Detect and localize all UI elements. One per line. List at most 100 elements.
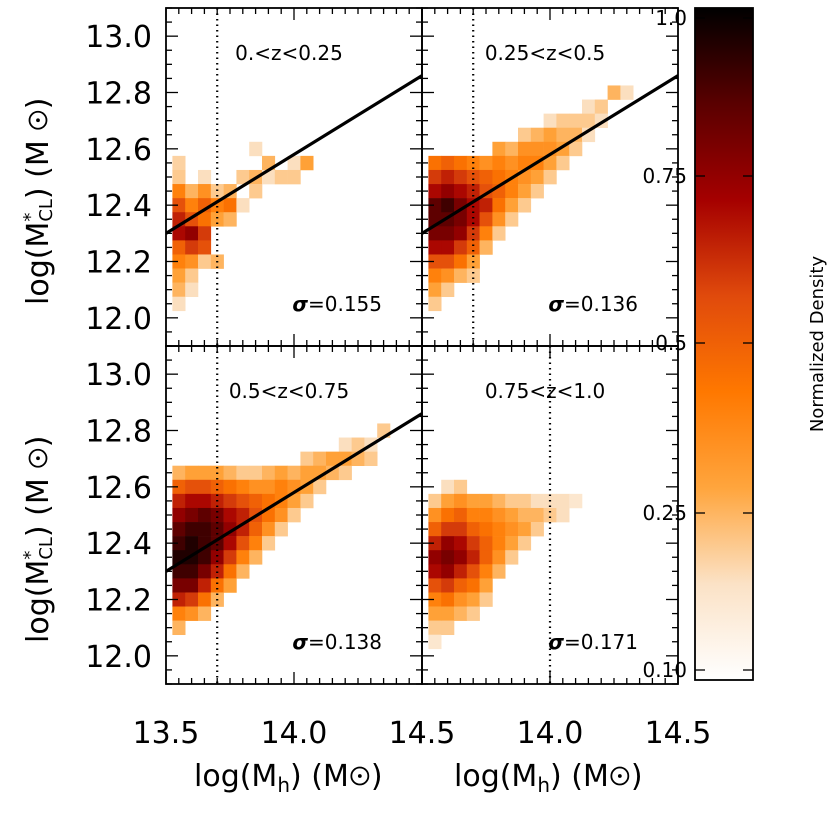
heatmap-cell (428, 240, 442, 255)
colorbar: 0.10 0.25 0.5 0.75 1.0 Normalized Density (642, 6, 828, 682)
heatmap-cell (466, 550, 480, 565)
y-tick-label: 12.2 (85, 246, 152, 281)
heatmap-cell (466, 198, 480, 213)
heatmap-cell (441, 282, 455, 298)
heatmap-cell (518, 493, 532, 509)
heatmap-cell (466, 592, 480, 607)
y-axis-title: log(M*CL) (M) (20, 98, 57, 305)
heatmap-cell (210, 536, 224, 551)
heatmap-cell (492, 564, 506, 579)
heatmap-cell (492, 507, 506, 523)
heatmap-cell (428, 282, 442, 298)
heatmap-cell (454, 169, 468, 185)
heatmap-cell (185, 184, 199, 199)
heatmap-cell (441, 578, 455, 593)
heatmap-cell (172, 268, 186, 283)
heatmap-cell (518, 141, 532, 157)
heatmap-cell (274, 522, 288, 537)
heatmap-cell (223, 479, 237, 495)
svg-text:): ) (371, 759, 383, 794)
heatmap-cell (249, 550, 263, 565)
heatmap-cell (479, 155, 493, 171)
heatmap-cell (185, 198, 199, 213)
heatmap-cell (466, 606, 480, 621)
heatmap-cell (479, 522, 493, 537)
heatmap-cell (300, 493, 314, 509)
panel-panel-0.5-0.75: 0.5<z<0.75 σ=0.138 (165, 345, 423, 685)
heatmap-cell (172, 536, 186, 551)
heatmap-cell (569, 141, 583, 157)
heatmap-cell (210, 212, 224, 227)
heatmap-cell (223, 550, 237, 565)
heatmap-cell (351, 437, 365, 452)
svg-text:log(M*CL) (M: log(M*CL) (M (20, 140, 57, 305)
heatmap-cell (454, 212, 468, 227)
heatmap-cell (287, 155, 301, 171)
heatmap-cell (556, 155, 570, 171)
heatmap-cell (338, 465, 352, 481)
heatmap-cell (185, 507, 199, 523)
heatmap-cell (274, 169, 288, 185)
panel-ticks (165, 345, 423, 685)
heatmap-cell (530, 493, 544, 509)
heatmap-cell (198, 212, 212, 227)
x-tick-label: 14.5 (645, 716, 712, 751)
heatmap-cell (466, 184, 480, 199)
svg-text:log(Mh) (M: log(Mh) (M (454, 759, 609, 797)
heatmap-cell (505, 184, 519, 199)
heatmap-cell (236, 479, 250, 495)
panel-panel-0.75-1.0: 0.75<z<1.0 σ=0.171 (421, 345, 679, 685)
heatmap-cell (236, 550, 250, 565)
heatmap-cell (441, 169, 455, 185)
heatmap-cell (454, 592, 468, 607)
heatmap-cell (198, 578, 212, 593)
heatmap-cell (198, 465, 212, 481)
heatmap-cell (543, 169, 557, 185)
heatmap-cell (185, 465, 199, 481)
panel-panel-0.25-0.5: 0.25<z<0.5 σ=0.136 (421, 7, 679, 347)
heatmap-cell (185, 282, 199, 298)
heatmap-cell (479, 226, 493, 241)
heatmap-cell (466, 493, 480, 509)
heatmap-cell (249, 465, 263, 481)
heatmap-cell (428, 226, 442, 241)
heatmap-cell (582, 99, 596, 114)
heatmap-cell (172, 226, 186, 241)
panel-ticks (165, 7, 423, 347)
heatmap-cell (223, 507, 237, 523)
redshift-label: 0.25<z<0.5 (485, 41, 605, 65)
heatmap-cell (518, 127, 532, 143)
heatmap-cell (172, 296, 186, 312)
heatmap-cell (582, 113, 596, 129)
heatmap-cell (479, 212, 493, 227)
heatmap-cell (428, 493, 442, 509)
heatmap-cell (441, 522, 455, 537)
sigma-label: σ=0.138 (292, 630, 382, 654)
heatmap-cell (492, 493, 506, 509)
heatmap-cell (466, 522, 480, 537)
heatmap-cell (441, 479, 455, 495)
panels: 0.<z<0.25 σ=0.155 0.25<z<0.5 σ=0.136 0.5<z<0… (165, 7, 679, 685)
heatmap-cell (518, 198, 532, 213)
heatmap-cell (274, 465, 288, 481)
heatmap-cell (198, 522, 212, 537)
heatmap-cell (479, 592, 493, 607)
redshift-label: 0.5<z<0.75 (229, 379, 349, 403)
heatmap-cell (185, 240, 199, 255)
svg-text:log(M*CL) (M: log(M*CL) (M (20, 478, 57, 643)
x-axis-title: log(Mh) (M) (194, 759, 383, 797)
heatmap-cell (313, 451, 327, 467)
heatmap-cell (454, 254, 468, 269)
heatmap-cell (338, 437, 352, 452)
heatmap-cell (505, 212, 519, 227)
heatmap-cell (198, 479, 212, 495)
heatmap-cell (620, 85, 634, 100)
heatmap-cell (223, 564, 237, 579)
heatmap-cell (454, 522, 468, 537)
heatmap-cell (505, 141, 519, 157)
heatmap-cell (172, 198, 186, 213)
heatmap-cell (249, 141, 263, 157)
axes: 12.0 12.2 12.4 12.6 12.8 13.0 12.0 12.2 12.4 12.6… (20, 20, 711, 797)
heatmap-cell (210, 184, 224, 199)
heatmap-cell (262, 536, 276, 551)
